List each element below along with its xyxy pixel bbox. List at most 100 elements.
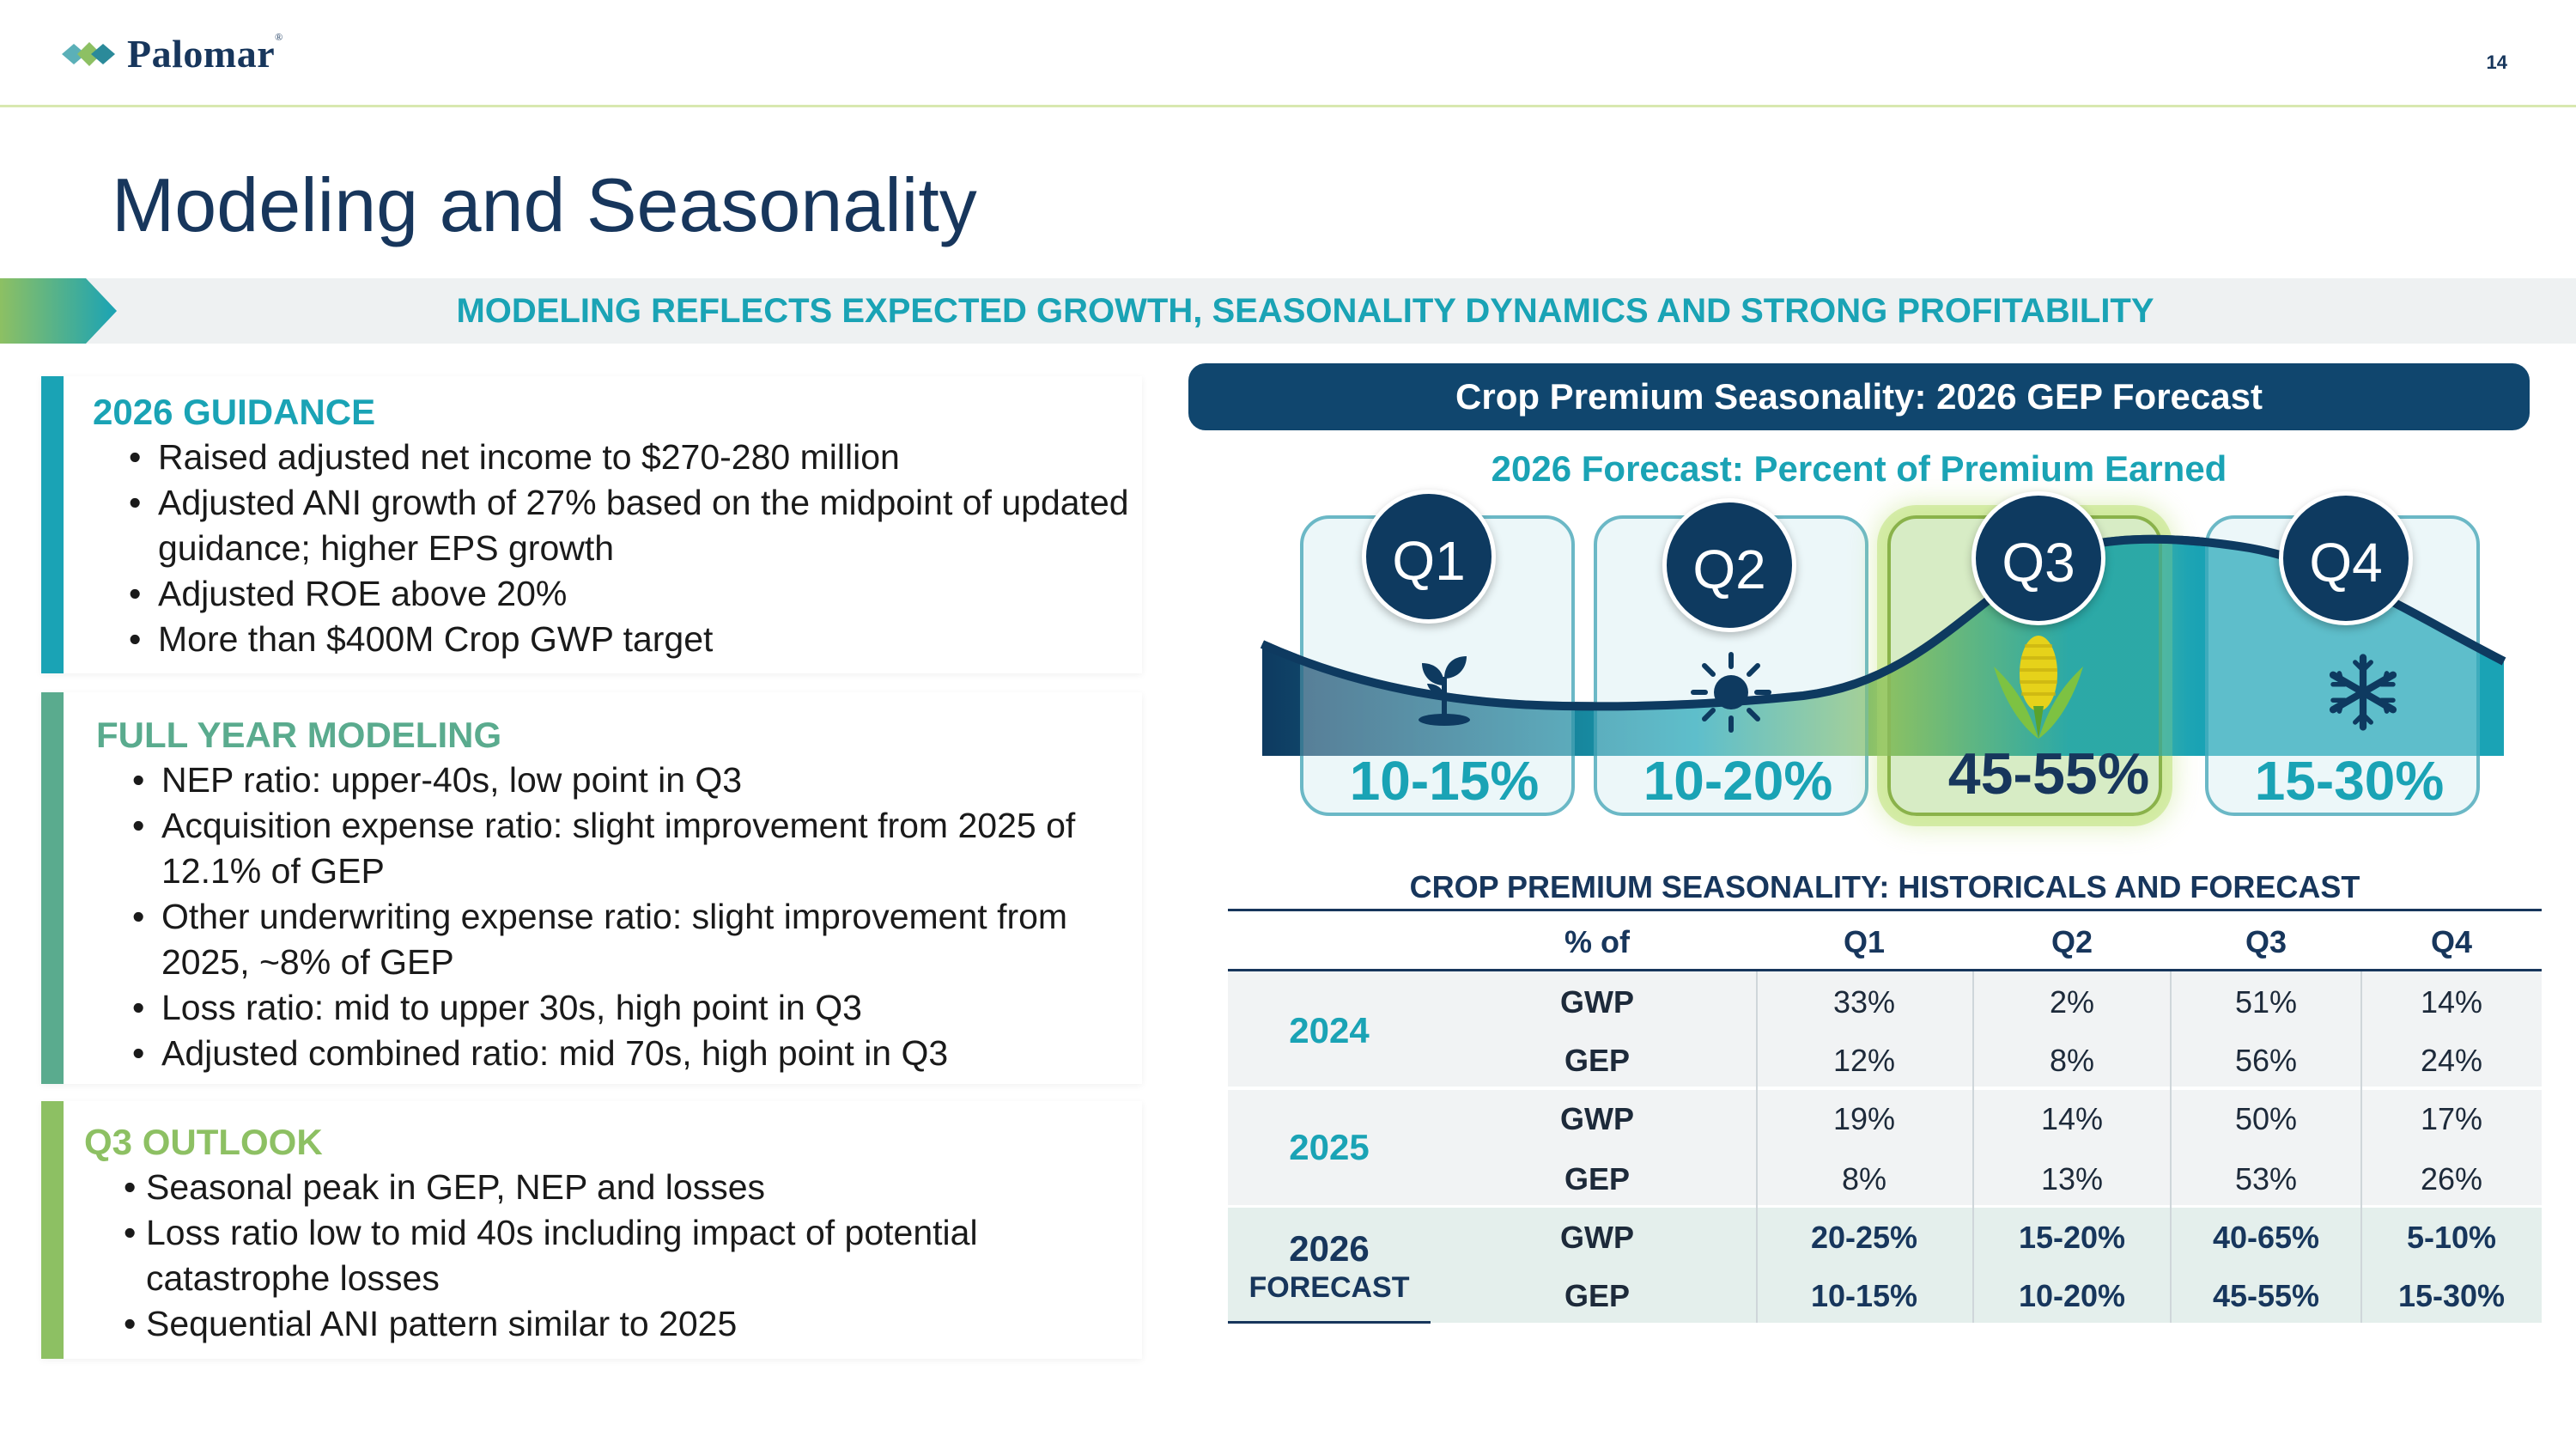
table-cell: 14% bbox=[2040, 1101, 2104, 1136]
modeling-title: FULL YEAR MODELING bbox=[96, 715, 502, 755]
table-cell: 13% bbox=[2040, 1161, 2104, 1196]
corn-icon bbox=[1994, 636, 2083, 739]
logo-mark-icon bbox=[62, 41, 115, 66]
table-header-q3: Q3 bbox=[2245, 924, 2287, 959]
table-metric: GWP bbox=[1560, 1101, 1634, 1136]
palomar-logo: Palomar® bbox=[62, 31, 283, 76]
guidance-list: Raised adjusted net income to $270-280 m… bbox=[120, 435, 1133, 662]
table-cell: 19% bbox=[1832, 1101, 1896, 1136]
list-item: Seasonal peak in GEP, NEP and losses bbox=[115, 1165, 1120, 1210]
list-item: Loss ratio low to mid 40s including impa… bbox=[115, 1210, 1120, 1301]
page-title: Modeling and Seasonality bbox=[112, 162, 977, 247]
table-cell: 10-15% bbox=[1810, 1278, 1918, 1313]
row-band-2024 bbox=[1228, 971, 2542, 1087]
quarter-percent-q4: 15-30% bbox=[2254, 750, 2445, 812]
modeling-panel: FULL YEAR MODELING NEP ratio: upper-40s,… bbox=[41, 692, 1142, 1084]
modeling-accent-bar bbox=[41, 692, 64, 1084]
list-item: Adjusted combined ratio: mid 70s, high p… bbox=[124, 1031, 1120, 1076]
list-item: Sequential ANI pattern similar to 2025 bbox=[115, 1301, 1120, 1347]
outlook-panel: Q3 OUTLOOK Seasonal peak in GEP, NEP and… bbox=[41, 1101, 1142, 1359]
registered-mark: ® bbox=[275, 31, 283, 43]
table-cell: 53% bbox=[2234, 1161, 2298, 1196]
table-year-2026: 2026 bbox=[1289, 1228, 1370, 1269]
table-metric: GWP bbox=[1560, 984, 1634, 1020]
table-cell: 51% bbox=[2234, 984, 2298, 1020]
table-column-divider bbox=[2170, 971, 2172, 1323]
table-header-rule bbox=[1228, 969, 2542, 971]
quarter-percent-q3: 45-55% bbox=[1947, 741, 2150, 807]
list-item: Adjusted ANI growth of 27% based on the … bbox=[120, 480, 1133, 571]
table-cell: 33% bbox=[1832, 984, 1896, 1020]
seasonality-subtitle: 2026 Forecast: Percent of Premium Earned bbox=[1491, 448, 2227, 489]
table-cell: 12% bbox=[1832, 1043, 1896, 1078]
table-cell: 14% bbox=[2420, 984, 2483, 1020]
list-item: Acquisition expense ratio: slight improv… bbox=[124, 803, 1120, 894]
sprout-icon bbox=[1419, 656, 1470, 726]
outlook-list: Seasonal peak in GEP, NEP and losses Los… bbox=[115, 1165, 1120, 1347]
table-header-q4: Q4 bbox=[2430, 924, 2473, 959]
table-year-2025: 2025 bbox=[1289, 1127, 1370, 1167]
table-cell: 10-20% bbox=[2018, 1278, 2126, 1313]
seasonality-header: Crop Premium Seasonality: 2026 GEP Forec… bbox=[1188, 363, 2530, 430]
table-cell: 24% bbox=[2420, 1043, 2483, 1078]
banner-arrow-icon bbox=[0, 278, 117, 344]
row-band-2026 bbox=[1228, 1208, 2542, 1323]
brand-name: Palomar® bbox=[127, 31, 283, 76]
banner-headline: MODELING REFLECTS EXPECTED GROWTH, SEASO… bbox=[456, 292, 2154, 330]
table-cell: 15-30% bbox=[2397, 1278, 2506, 1313]
table-cell: 50% bbox=[2234, 1101, 2298, 1136]
table-cell: 8% bbox=[1841, 1161, 1887, 1196]
table-bottom-rule bbox=[1228, 1321, 1431, 1324]
list-item: More than $400M Crop GWP target bbox=[120, 617, 1133, 662]
sun-icon bbox=[1691, 652, 1771, 733]
table-header-q2: Q2 bbox=[2050, 924, 2093, 959]
list-item: Other underwriting expense ratio: slight… bbox=[124, 894, 1120, 985]
list-item: Loss ratio: mid to upper 30s, high point… bbox=[124, 985, 1120, 1031]
guidance-panel: 2026 GUIDANCE Raised adjusted net income… bbox=[41, 376, 1142, 673]
table-metric: GEP bbox=[1564, 1043, 1631, 1078]
table-column-divider bbox=[1756, 971, 1758, 1323]
table-year-2026-sub: FORECAST bbox=[1249, 1271, 1410, 1304]
snowflake-icon bbox=[2329, 654, 2397, 731]
table-cell: 20-25% bbox=[1810, 1220, 1918, 1255]
guidance-accent-bar bbox=[41, 376, 64, 673]
table-cell: 2% bbox=[2049, 984, 2095, 1020]
banner-background bbox=[0, 278, 2576, 344]
table-divider-1 bbox=[1228, 1087, 2542, 1090]
quarter-percent-q2: 10-20% bbox=[1643, 750, 1833, 812]
quarter-badge-q1: Q1 bbox=[1362, 490, 1496, 624]
outlook-accent-bar bbox=[41, 1101, 64, 1359]
quarter-percent-q1: 10-15% bbox=[1349, 750, 1540, 812]
table-column-divider bbox=[1972, 971, 1974, 1323]
table-header-metric: % of bbox=[1564, 924, 1630, 959]
table-cell: 5-10% bbox=[2406, 1220, 2497, 1255]
list-item: Adjusted ROE above 20% bbox=[120, 571, 1133, 617]
table-cell: 17% bbox=[2420, 1101, 2483, 1136]
list-item: NEP ratio: upper-40s, low point in Q3 bbox=[124, 758, 1120, 803]
table-cell: 40-65% bbox=[2212, 1220, 2320, 1255]
quarter-badge-q3: Q3 bbox=[1971, 491, 2105, 625]
table-title: CROP PREMIUM SEASONALITY: HISTORICALS AN… bbox=[1409, 869, 2360, 904]
table-cell: 8% bbox=[2049, 1043, 2095, 1078]
table-metric: GEP bbox=[1564, 1278, 1631, 1313]
table-header-q1: Q1 bbox=[1843, 924, 1886, 959]
table-cell: 15-20% bbox=[2018, 1220, 2126, 1255]
header-divider bbox=[0, 105, 2576, 107]
table-year-2024: 2024 bbox=[1289, 1010, 1370, 1050]
page-number: 14 bbox=[2486, 52, 2507, 73]
table-metric: GWP bbox=[1560, 1220, 1634, 1255]
table-cell: 26% bbox=[2420, 1161, 2483, 1196]
table-metric: GEP bbox=[1564, 1161, 1631, 1196]
outlook-title: Q3 OUTLOOK bbox=[84, 1122, 323, 1162]
table-top-rule bbox=[1228, 909, 2542, 911]
guidance-title: 2026 GUIDANCE bbox=[93, 392, 376, 432]
table-cell: 45-55% bbox=[2212, 1278, 2320, 1313]
quarter-badge-q2: Q2 bbox=[1662, 498, 1796, 632]
list-item: Raised adjusted net income to $270-280 m… bbox=[120, 435, 1133, 480]
quarter-badge-q4: Q4 bbox=[2279, 491, 2413, 625]
table-divider-2 bbox=[1228, 1205, 2542, 1208]
table-column-divider bbox=[2360, 971, 2362, 1323]
row-band-2025 bbox=[1228, 1090, 2542, 1205]
modeling-list: NEP ratio: upper-40s, low point in Q3 Ac… bbox=[124, 758, 1120, 1076]
table-cell: 56% bbox=[2234, 1043, 2298, 1078]
